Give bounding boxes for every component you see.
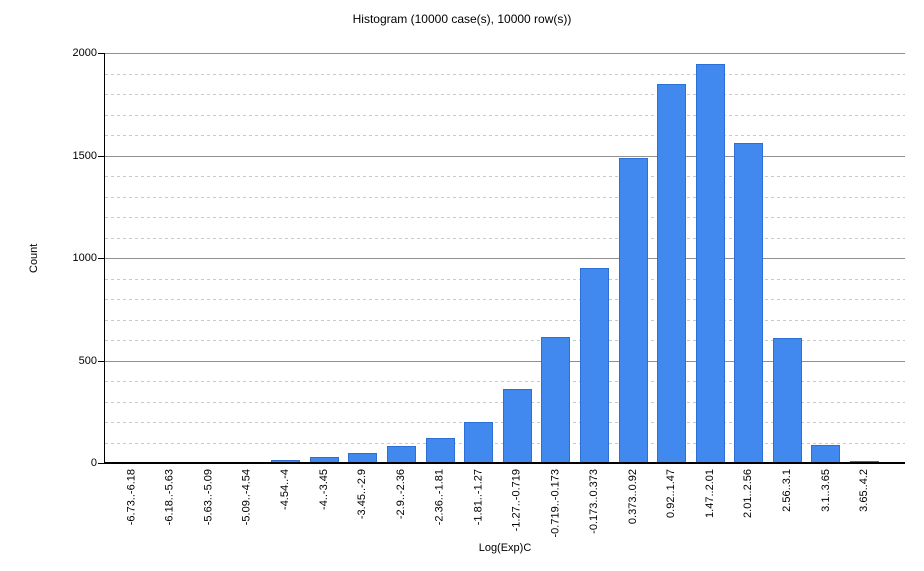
gridline-minor bbox=[105, 299, 905, 300]
bar-slot bbox=[807, 53, 846, 463]
x-tick-label: 3.65..4.2 bbox=[858, 469, 871, 512]
y-tick-label: 0 bbox=[90, 457, 97, 469]
gridline-minor bbox=[105, 319, 905, 321]
bar-slot bbox=[537, 53, 576, 463]
x-tick-label: -1.27..-0.719 bbox=[510, 469, 523, 532]
histogram-bar bbox=[386, 445, 416, 463]
bar-slot bbox=[382, 53, 421, 463]
histogram-bar bbox=[772, 338, 802, 463]
gridline-major bbox=[105, 258, 905, 259]
x-tick-label: -5.63..-5.09 bbox=[202, 469, 214, 526]
bar-slot bbox=[845, 53, 884, 463]
y-tick-label: 1500 bbox=[72, 149, 97, 162]
bar-slot bbox=[730, 53, 769, 463]
x-tick-label: -0.719..-0.173 bbox=[549, 469, 562, 538]
x-tick-label: 2.01..2.56 bbox=[742, 469, 755, 518]
gridline-minor bbox=[105, 135, 905, 136]
chart-title: Histogram (10000 case(s), 10000 row(s)) bbox=[352, 12, 572, 26]
x-tick-label: -0.173..0.373 bbox=[588, 469, 600, 534]
y-tick-mark bbox=[98, 360, 105, 362]
bar-slot bbox=[189, 53, 228, 463]
histogram-bar bbox=[811, 444, 841, 463]
gridline-minor bbox=[105, 237, 905, 239]
bar-slot bbox=[228, 53, 267, 463]
x-tick-label: 1.47..2.01 bbox=[703, 469, 716, 518]
gridline-minor bbox=[105, 278, 905, 280]
histogram-bar bbox=[657, 83, 687, 463]
bar-slot bbox=[498, 53, 537, 463]
gridline-major bbox=[105, 155, 905, 157]
bar-slot bbox=[266, 53, 305, 463]
x-tick-label: -4..-3.45 bbox=[317, 469, 330, 510]
histogram-bar bbox=[309, 456, 339, 463]
x-tick-label: -3.45..-2.9 bbox=[356, 469, 369, 520]
x-tick-label: -2.36..-1.81 bbox=[433, 469, 446, 526]
x-tick-label: -2.9..-2.36 bbox=[395, 469, 407, 520]
x-tick-label: -4.54..-4 bbox=[279, 469, 292, 510]
histogram-bar bbox=[579, 268, 609, 463]
y-tick-mark bbox=[98, 258, 105, 259]
bar-slot bbox=[575, 53, 614, 463]
bar-slot bbox=[421, 53, 460, 463]
bar-slot bbox=[459, 53, 498, 463]
x-tick-label: 0.92..1.47 bbox=[665, 469, 678, 518]
gridline-minor bbox=[105, 73, 905, 75]
gridline-minor bbox=[105, 217, 905, 218]
x-tick-label: -6.73..-6.18 bbox=[124, 469, 137, 526]
bar-slot bbox=[344, 53, 383, 463]
histogram-bar bbox=[348, 452, 378, 463]
y-tick-mark bbox=[98, 155, 105, 157]
histogram-bar bbox=[618, 157, 648, 463]
bar-slot bbox=[151, 53, 190, 463]
histogram-bar bbox=[734, 143, 764, 463]
gridline-minor bbox=[105, 340, 905, 341]
histogram-bar bbox=[695, 64, 725, 463]
gridline-major bbox=[105, 53, 905, 54]
bar-slot bbox=[614, 53, 653, 463]
histogram-bar bbox=[502, 389, 532, 463]
bar-slot bbox=[652, 53, 691, 463]
x-axis-title: Log(Exp)C bbox=[478, 542, 532, 554]
y-tick-label: 500 bbox=[78, 354, 97, 367]
bar-slot bbox=[112, 53, 151, 463]
x-tick-label: -5.09..-4.54 bbox=[240, 469, 253, 526]
y-tick-label: 2000 bbox=[72, 47, 97, 59]
x-tick-label: 2.56..3.1 bbox=[781, 469, 793, 512]
x-tick-label: -1.81..-1.27 bbox=[472, 469, 485, 526]
y-tick-mark bbox=[98, 53, 105, 54]
x-tick-label: 0.373..0.92 bbox=[626, 469, 639, 525]
bar-slot bbox=[691, 53, 730, 463]
gridline-minor bbox=[105, 196, 905, 198]
y-tick-mark bbox=[98, 463, 105, 464]
x-axis-line bbox=[104, 462, 905, 464]
x-tick-label: 3.1..3.65 bbox=[819, 469, 832, 512]
histogram-bar bbox=[541, 336, 571, 463]
histogram-bar bbox=[464, 422, 494, 463]
bars-container bbox=[105, 53, 905, 463]
gridline-minor bbox=[105, 381, 905, 382]
bar-slot bbox=[768, 53, 807, 463]
gridline-major bbox=[105, 360, 905, 362]
histogram-bar bbox=[271, 459, 301, 463]
y-tick-label: 1000 bbox=[72, 252, 97, 264]
bar-slot bbox=[305, 53, 344, 463]
x-tick-label: -6.18..-5.63 bbox=[163, 469, 176, 526]
plot-area bbox=[105, 53, 905, 463]
histogram-bar bbox=[425, 438, 455, 463]
gridline-minor bbox=[105, 114, 905, 116]
gridline-minor bbox=[105, 94, 905, 95]
gridline-minor bbox=[105, 176, 905, 177]
